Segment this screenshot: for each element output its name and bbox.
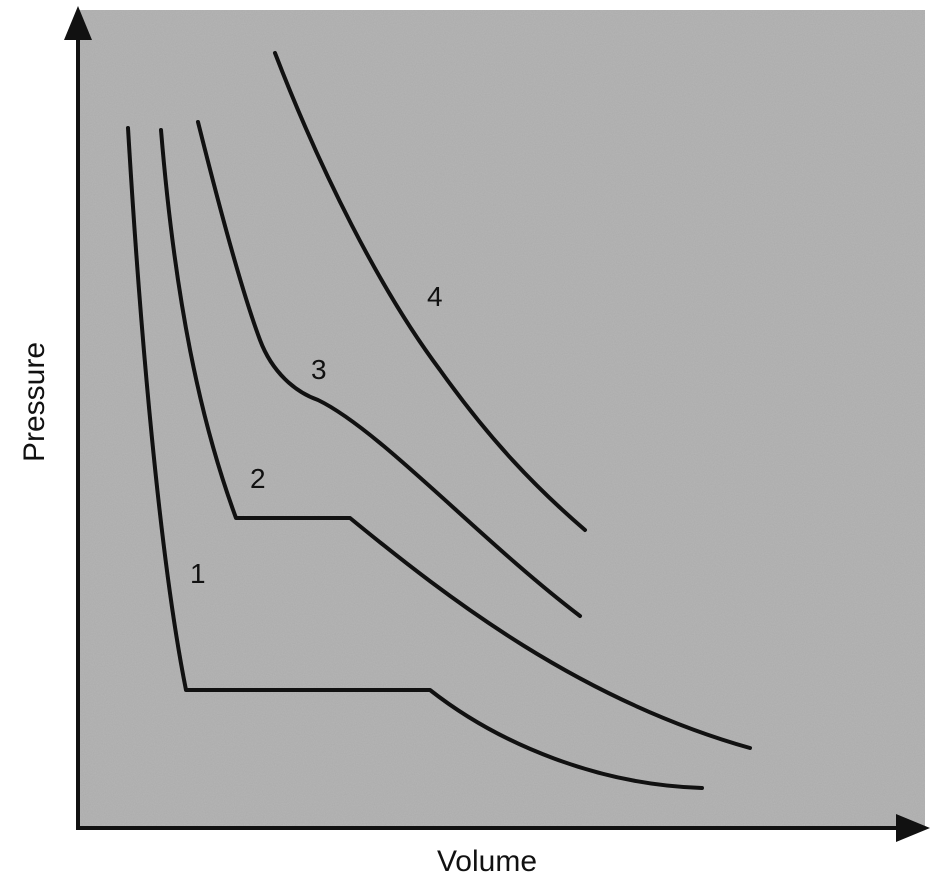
x-axis-arrow-icon [896, 814, 930, 842]
curve-2-label: 2 [250, 463, 266, 494]
curve-3-label: 3 [311, 354, 327, 385]
curve-1-line [126, 126, 704, 790]
curve-2-line [159, 128, 752, 750]
curve-1-label: 1 [190, 558, 206, 589]
y-axis-arrow-icon [64, 6, 92, 40]
curve-4-label: 4 [427, 281, 443, 312]
curve-3-line [196, 120, 582, 618]
y-axis-label: Pressure [18, 342, 51, 462]
x-axis-label: Volume [437, 845, 537, 878]
curve-4-line [273, 51, 587, 532]
